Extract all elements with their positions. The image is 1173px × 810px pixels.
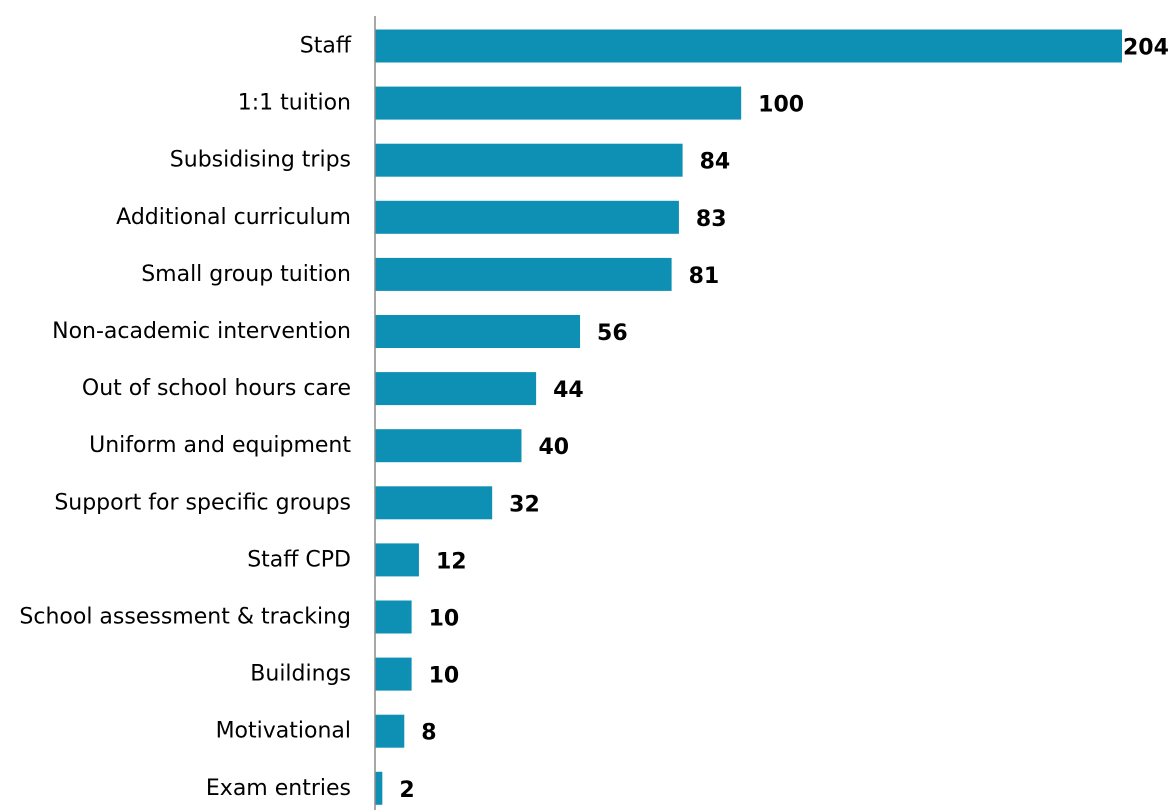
value-label: 83 <box>696 207 727 232</box>
category-label: Staff CPD <box>247 547 351 572</box>
bar <box>375 143 683 177</box>
value-label: 204 <box>1123 36 1169 61</box>
bar <box>375 29 1122 63</box>
category-label: Subsidising trips <box>170 148 351 173</box>
category-label: Buildings <box>250 662 351 687</box>
value-label: 10 <box>429 607 460 632</box>
value-label: 44 <box>553 378 584 403</box>
category-label: Exam entries <box>206 776 351 801</box>
category-label: Motivational <box>216 719 351 744</box>
bar <box>375 200 679 234</box>
bar <box>375 657 412 691</box>
category-label: Out of school hours care <box>82 376 351 401</box>
category-label: Uniform and equipment <box>89 433 351 458</box>
bars-group <box>375 29 1122 805</box>
bar <box>375 543 419 577</box>
value-label: 32 <box>509 492 540 517</box>
category-label: School assessment & tracking <box>19 605 351 630</box>
bar <box>375 372 537 406</box>
value-label: 81 <box>689 264 720 289</box>
bar <box>375 600 412 634</box>
category-label: Additional curriculum <box>116 205 351 230</box>
bar <box>375 315 581 348</box>
category-label: Non-academic intervention <box>52 319 351 344</box>
value-label: 56 <box>597 321 628 346</box>
value-label: 40 <box>538 435 569 460</box>
category-label: Staff <box>300 34 352 59</box>
category-label: 1:1 tuition <box>238 91 351 116</box>
bar <box>375 486 493 520</box>
bar <box>375 714 405 748</box>
value-label: 84 <box>700 150 731 175</box>
value-labels-group: 204 100 84 83 81 56 44 40 32 12 10 10 8 2 <box>399 36 1169 803</box>
category-labels-group: Staff 1:1 tuition Subsidising trips Additio… <box>19 34 351 801</box>
value-label: 2 <box>399 778 414 803</box>
bar <box>375 771 383 805</box>
category-label: Small group tuition <box>141 262 351 287</box>
value-label: 12 <box>436 549 467 574</box>
bar <box>375 86 742 120</box>
bar <box>375 257 672 291</box>
value-label: 8 <box>421 721 436 746</box>
value-label: 10 <box>429 664 460 689</box>
value-label: 100 <box>758 93 804 118</box>
bar <box>375 429 522 463</box>
category-label: Support for specific groups <box>54 490 351 515</box>
